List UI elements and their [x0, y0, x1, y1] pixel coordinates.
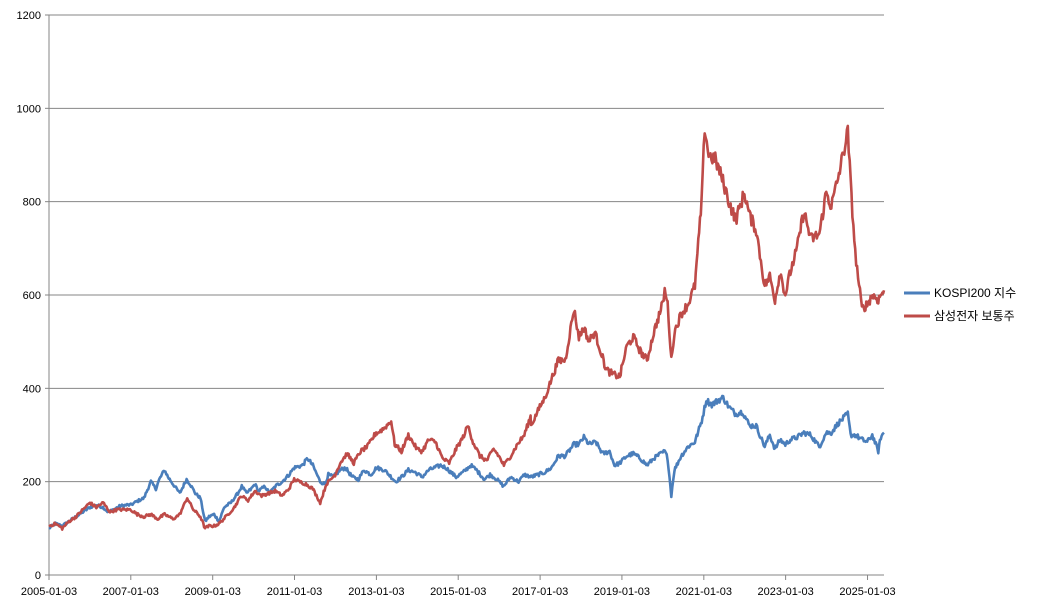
series-lines [48, 124, 886, 531]
x-tick-label: 2005-01-03 [21, 586, 77, 598]
y-tick-label: 1200 [17, 10, 41, 22]
series-line-2 [48, 124, 886, 531]
x-tick-label: 2007-01-03 [103, 586, 159, 598]
y-tick-label: 0 [35, 570, 41, 582]
legend-label-1: KOSPI200 지수 [934, 286, 1016, 300]
x-tick-label: 2009-01-03 [185, 586, 241, 598]
x-tick-label: 2013-01-03 [348, 586, 404, 598]
y-tick-label: 800 [23, 197, 41, 209]
y-tick-label: 200 [23, 477, 41, 489]
y-tick-label: 400 [23, 383, 41, 395]
x-tick-label: 2019-01-03 [594, 586, 650, 598]
gridlines [49, 14, 884, 483]
x-tick-label: 2017-01-03 [512, 586, 568, 598]
y-tick-label: 1000 [17, 103, 41, 115]
x-tick-label: 2015-01-03 [430, 586, 486, 598]
x-tick-label: 2025-01-03 [839, 586, 895, 598]
x-tick-label: 2023-01-03 [757, 586, 813, 598]
x-tick-label: 2011-01-03 [267, 586, 322, 598]
legend-label-2: 삼성전자 보통주 [934, 309, 1015, 323]
x-tick-label: 2021-01-03 [676, 586, 732, 598]
y-tick-label: 600 [23, 290, 41, 302]
axes: 0 200 400 600 800 1000 1200 2005-01-03 2007-01-0… [17, 10, 896, 598]
series-line-1 [48, 394, 885, 530]
